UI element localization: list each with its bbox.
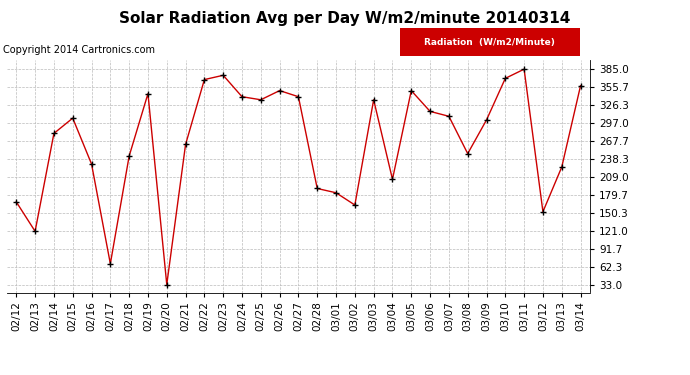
Text: Radiation  (W/m2/Minute): Radiation (W/m2/Minute)	[424, 38, 555, 47]
Text: Copyright 2014 Cartronics.com: Copyright 2014 Cartronics.com	[3, 45, 155, 55]
Text: Solar Radiation Avg per Day W/m2/minute 20140314: Solar Radiation Avg per Day W/m2/minute …	[119, 11, 571, 26]
